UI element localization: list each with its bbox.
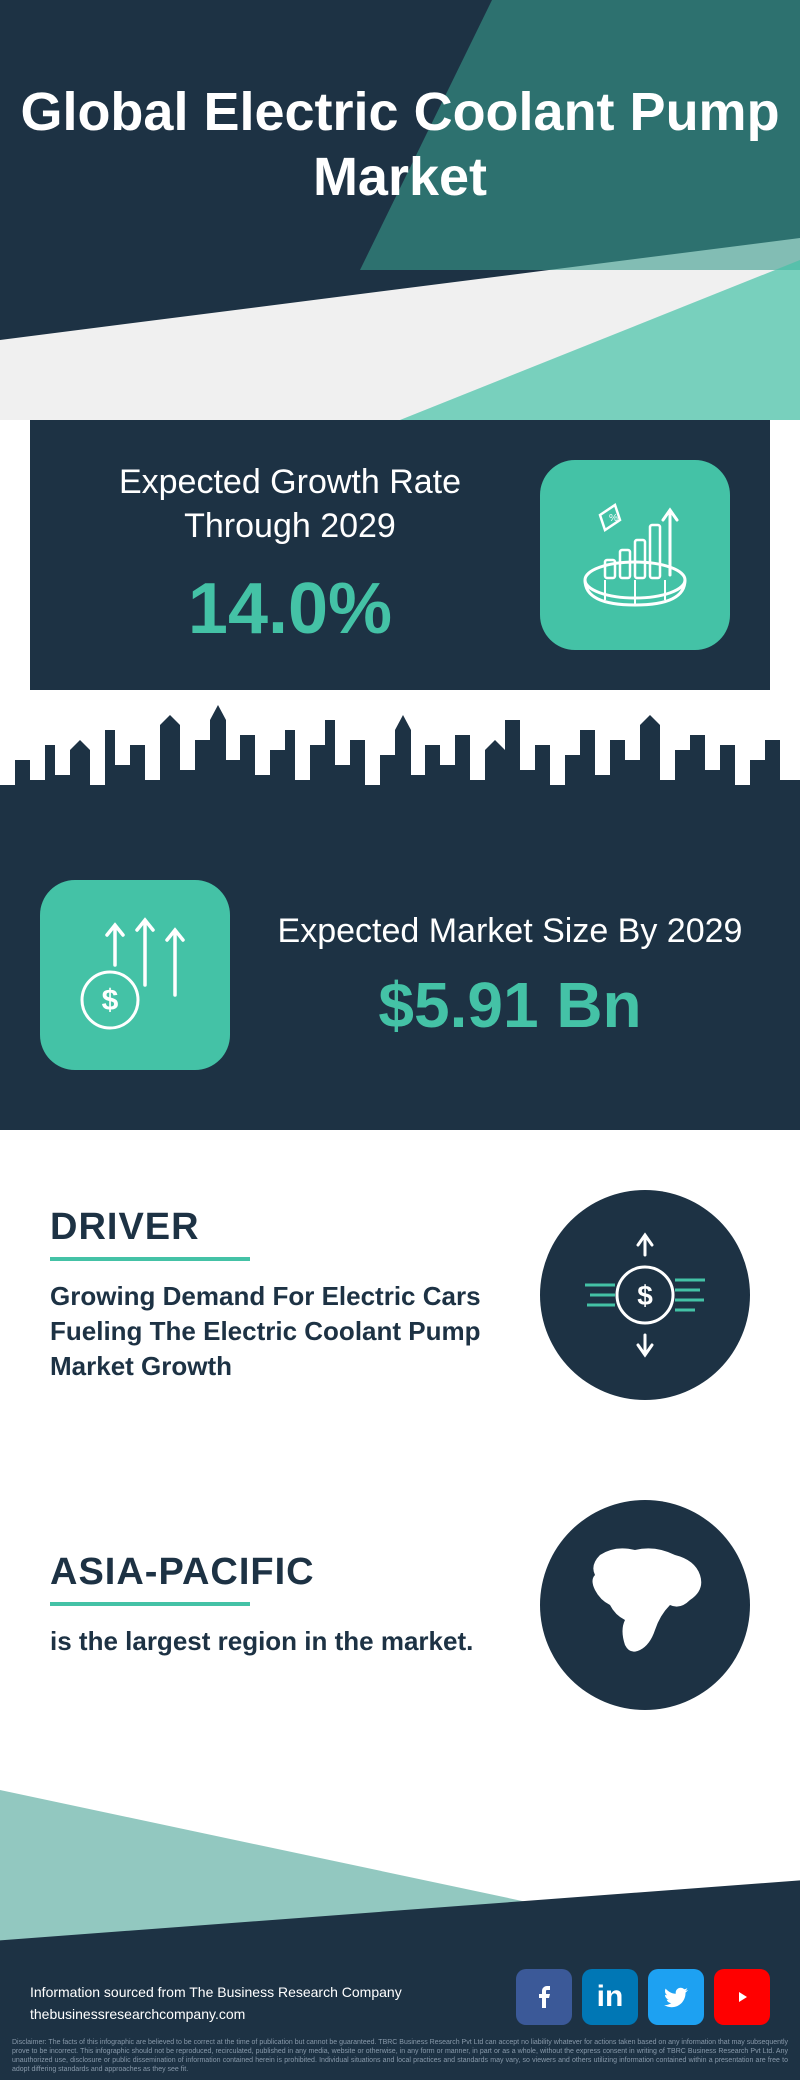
youtube-icon[interactable] <box>714 1969 770 2025</box>
market-value: $5.91 Bn <box>260 968 760 1042</box>
driver-body: Growing Demand For Electric Cars Fueling… <box>50 1279 500 1384</box>
growth-chart-globe-icon: % <box>540 460 730 650</box>
region-body: is the largest region in the market. <box>50 1624 500 1659</box>
svg-text:$: $ <box>102 984 119 1017</box>
region-text: ASIA-PACIFIC is the largest region in th… <box>50 1551 500 1659</box>
footer-content: Information sourced from The Business Re… <box>30 1969 770 2025</box>
region-underline <box>50 1602 250 1606</box>
facebook-icon[interactable] <box>516 1969 572 2025</box>
skyline-divider <box>0 690 800 830</box>
twitter-icon[interactable] <box>648 1969 704 2025</box>
footer: Information sourced from The Business Re… <box>0 1790 800 2080</box>
header: Global Electric Coolant Pump Market <box>0 0 800 420</box>
driver-heading: DRIVER <box>50 1206 500 1249</box>
svg-text:$: $ <box>637 1280 653 1311</box>
growth-rate-section: Expected Growth Rate Through 2029 14.0% … <box>30 420 770 690</box>
driver-section: DRIVER Growing Demand For Electric Cars … <box>0 1130 800 1440</box>
social-icons: in <box>516 1969 770 2025</box>
continent-map-icon <box>540 1500 750 1710</box>
linkedin-icon[interactable]: in <box>582 1969 638 2025</box>
disclaimer-text: Disclaimer: The facts of this infographi… <box>0 2032 800 2080</box>
market-size-section: $ Expected Market Size By 2029 $5.91 Bn <box>0 830 800 1130</box>
dollar-arrows-up-icon: $ <box>40 880 230 1070</box>
region-section: ASIA-PACIFIC is the largest region in th… <box>0 1440 800 1750</box>
svg-text:%: % <box>609 513 618 524</box>
growth-text: Expected Growth Rate Through 2029 14.0% <box>70 460 510 650</box>
growth-value: 14.0% <box>70 568 510 650</box>
main-title: Global Electric Coolant Pump Market <box>0 80 800 210</box>
growth-label: Expected Growth Rate Through 2029 <box>70 460 510 548</box>
driver-text: DRIVER Growing Demand For Electric Cars … <box>50 1206 500 1384</box>
dollar-cycle-icon: $ <box>540 1190 750 1400</box>
source-line2: thebusinessresearchcompany.com <box>30 2003 402 2025</box>
source-text: Information sourced from The Business Re… <box>30 1981 402 2026</box>
market-text: Expected Market Size By 2029 $5.91 Bn <box>260 909 760 1042</box>
driver-underline <box>50 1257 250 1261</box>
infographic-container: Global Electric Coolant Pump Market Expe… <box>0 0 800 2080</box>
header-bg-teal-triangle <box>400 260 800 420</box>
region-heading: ASIA-PACIFIC <box>50 1551 500 1594</box>
market-label: Expected Market Size By 2029 <box>260 909 760 953</box>
